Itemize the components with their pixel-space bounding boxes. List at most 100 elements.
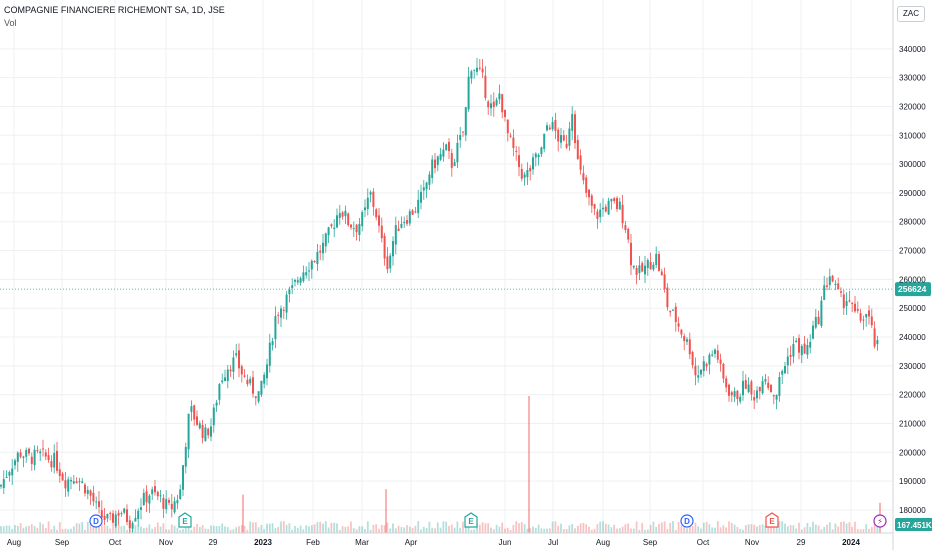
volume-bar <box>324 521 327 533</box>
candle-body <box>112 513 114 523</box>
volume-bar <box>11 528 14 533</box>
candle-body <box>344 210 347 217</box>
earnings-marker[interactable] <box>464 512 478 528</box>
candle-body <box>456 142 459 163</box>
volume-bar <box>366 521 369 533</box>
symbol-title[interactable]: COMPAGNIE FINANCIERE RICHEMONT SA, 1D, J… <box>4 5 225 15</box>
volume-bar <box>683 526 686 533</box>
volume-bar <box>420 529 422 533</box>
volume-bar <box>742 529 744 533</box>
candle-body <box>98 501 100 508</box>
volume-bar <box>674 529 677 533</box>
time-tick-label: Jul <box>548 538 558 547</box>
candle-body <box>714 349 716 354</box>
candle-body <box>193 405 196 420</box>
volume-bar <box>837 526 840 533</box>
volume-bar <box>669 522 672 533</box>
candle-body <box>408 211 411 224</box>
volume-bar <box>688 524 691 533</box>
candle-body <box>795 340 798 343</box>
candle-body <box>680 329 683 335</box>
volume-bar <box>562 529 565 533</box>
earnings-down-marker[interactable] <box>765 512 779 528</box>
candle-body <box>515 150 518 152</box>
volume-bar <box>526 528 529 533</box>
volume-bar <box>775 525 778 533</box>
candle-body <box>184 446 187 467</box>
volume-bar <box>142 528 145 533</box>
volume-bar <box>518 523 520 533</box>
volume-bar <box>268 523 271 533</box>
volume-bar <box>602 521 604 533</box>
candle-body <box>459 135 462 141</box>
candle-body <box>840 291 842 293</box>
volume-bar <box>868 528 870 533</box>
volume-bar <box>571 524 574 533</box>
candle-body <box>84 484 86 494</box>
volume-bar <box>285 524 288 533</box>
volume-bar <box>450 524 453 533</box>
volume-bar <box>582 522 585 533</box>
volume-bar <box>579 523 582 533</box>
candle-body <box>380 225 383 239</box>
volume-bar <box>58 522 61 533</box>
candle-body <box>613 198 616 202</box>
volume-bar <box>64 528 67 533</box>
volume-bar <box>103 526 106 533</box>
price-tick-label: 180000 <box>899 506 926 515</box>
candles[interactable] <box>0 57 879 534</box>
candle-body <box>733 391 736 397</box>
event-markers[interactable]: D E E D E ⚡ <box>89 512 887 528</box>
volume-bar <box>786 526 789 533</box>
candle-body <box>618 201 621 210</box>
candle-body <box>322 242 324 254</box>
candle-body <box>268 342 271 366</box>
volume-bar <box>736 526 739 533</box>
candle-body <box>705 363 708 367</box>
candle-body <box>64 480 67 489</box>
volume-bar <box>865 524 868 533</box>
candle-body <box>378 215 380 226</box>
volume-bar <box>613 524 616 533</box>
candle-body <box>254 396 257 398</box>
volume-bar <box>778 521 781 533</box>
volume-bar <box>257 527 260 533</box>
volume-bar <box>487 523 490 533</box>
candle-body <box>70 479 72 482</box>
volume-bar <box>81 522 84 533</box>
volume-bar <box>235 527 238 533</box>
volume-bar <box>585 524 588 533</box>
volume-bar <box>280 521 282 533</box>
candle-body <box>156 491 159 497</box>
candle-body <box>190 406 193 412</box>
currency-button[interactable]: ZAC <box>897 6 925 22</box>
time-tick-label: Aug <box>596 538 610 547</box>
volume-bar <box>856 529 859 533</box>
split-marker[interactable] <box>873 514 887 528</box>
volume-bar <box>478 524 481 533</box>
earnings-marker[interactable] <box>178 512 192 528</box>
candle-body <box>165 498 168 510</box>
candle-body <box>506 119 509 134</box>
volume-bar <box>109 528 112 533</box>
volume-bar <box>548 528 551 533</box>
volume-bar <box>210 525 212 533</box>
volume-bar <box>30 524 33 533</box>
time-tick-label: Aug <box>7 538 21 547</box>
volume-bar <box>190 529 193 533</box>
candle-body <box>196 416 198 425</box>
price-tick-label: 230000 <box>899 362 926 371</box>
volume-legend-label[interactable]: Vol <box>4 18 17 28</box>
volume-bar <box>92 521 95 533</box>
time-tick-label: 29 <box>797 538 806 547</box>
price-tick-label: 240000 <box>899 333 926 342</box>
time-axis[interactable]: Aug Sep Oct Nov 29 2023 Feb Mar Apr Jun Jul Aug Sep O… <box>0 532 893 547</box>
dividend-marker[interactable] <box>680 514 694 528</box>
candle-body <box>686 339 688 342</box>
volume-bar <box>44 528 47 533</box>
candle-body <box>646 259 649 268</box>
volume-bar <box>25 526 28 533</box>
dividend-marker[interactable] <box>89 514 103 528</box>
price-axis[interactable]: 180000 190000 200000 210000 220000 230000 2400… <box>892 0 926 550</box>
